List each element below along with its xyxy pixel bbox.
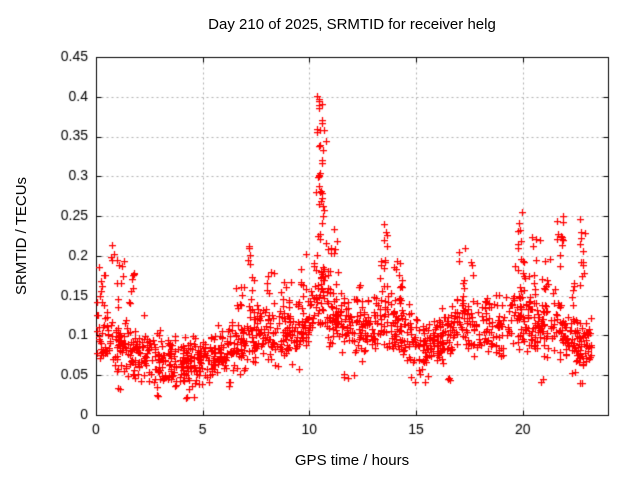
x-axis-label: GPS time / hours	[294, 452, 410, 469]
chart-title: Day 210 of 2025, SRMTID for receiver hel…	[208, 16, 496, 33]
y-axis-label: SRMTID / TECUs	[13, 176, 30, 296]
